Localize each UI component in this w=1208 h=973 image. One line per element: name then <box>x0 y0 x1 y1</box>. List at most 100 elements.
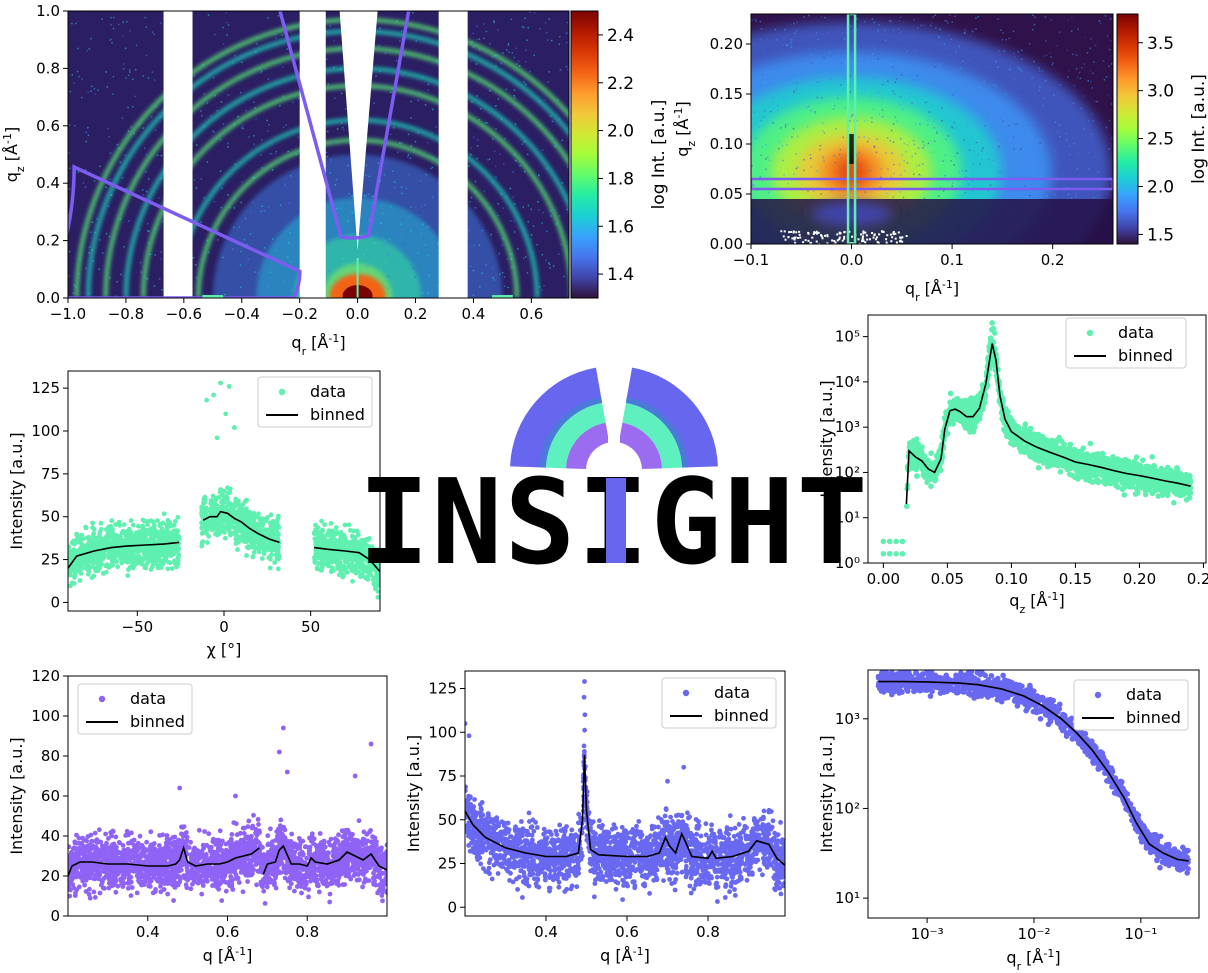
noise-pixel <box>967 183 969 186</box>
data-point <box>320 527 325 533</box>
noise-pixel <box>538 209 540 211</box>
noise-pixel <box>96 218 99 220</box>
noise-pixel <box>767 191 770 194</box>
noise-pixel <box>792 127 795 130</box>
noise-pixel <box>499 273 501 275</box>
noise-pixel <box>958 45 960 48</box>
noise-pixel <box>949 54 952 57</box>
noise-pixel <box>470 60 472 62</box>
y-tick-label: 0.2 <box>36 232 60 250</box>
noise-pixel <box>768 159 771 161</box>
noise-pixel <box>969 58 971 61</box>
data-point <box>128 518 134 523</box>
noise-pixel <box>497 29 499 31</box>
noise-pixel <box>144 276 146 279</box>
noise-pixel <box>208 72 210 74</box>
x-tick-label: 50 <box>301 618 320 636</box>
noise-pixel <box>793 22 795 25</box>
data-point <box>233 511 238 517</box>
noise-pixel <box>156 154 159 157</box>
noise-pixel <box>942 190 945 192</box>
masked-pixel <box>890 240 893 243</box>
noise-pixel <box>75 22 77 25</box>
noise-pixel <box>918 173 920 176</box>
noise-pixel <box>378 30 380 32</box>
noise-pixel <box>393 181 396 183</box>
noise-pixel <box>1012 136 1015 139</box>
noise-pixel <box>1076 76 1079 78</box>
y-tick-label: 75 <box>41 465 60 483</box>
noise-pixel <box>501 244 504 246</box>
noise-pixel <box>431 108 434 111</box>
noise-pixel <box>944 154 947 157</box>
noise-pixel <box>563 275 565 278</box>
masked-pixel <box>864 231 867 234</box>
data-point <box>276 556 282 562</box>
noise-pixel <box>494 54 496 57</box>
data-point <box>365 543 370 549</box>
data-point <box>83 545 88 550</box>
noise-pixel <box>784 80 787 83</box>
noise-pixel <box>542 211 545 214</box>
noise-pixel <box>934 66 936 68</box>
noise-pixel <box>1090 38 1092 40</box>
noise-pixel <box>108 277 111 279</box>
noise-pixel <box>391 87 394 90</box>
noise-pixel <box>872 77 875 79</box>
noise-pixel <box>78 75 80 78</box>
noise-pixel <box>964 32 966 35</box>
noise-pixel <box>380 222 383 224</box>
noise-pixel <box>373 252 375 255</box>
noise-pixel <box>222 26 224 29</box>
noise-pixel <box>949 14 951 16</box>
noise-pixel <box>331 142 334 144</box>
noise-pixel <box>73 82 75 84</box>
data-point <box>232 525 237 531</box>
noise-pixel <box>341 127 344 129</box>
y-tick-label: 1.0 <box>36 2 60 20</box>
noise-pixel <box>1058 124 1060 127</box>
noise-pixel <box>428 274 430 276</box>
noise-pixel <box>203 125 205 128</box>
noise-pixel <box>282 126 285 129</box>
noise-pixel <box>927 142 930 145</box>
masked-pixel <box>804 239 807 242</box>
noise-pixel <box>383 173 386 176</box>
data-point <box>90 533 96 539</box>
noise-pixel <box>1045 40 1047 42</box>
noise-pixel <box>812 190 815 193</box>
noise-pixel <box>946 20 948 22</box>
noise-pixel <box>1080 190 1083 193</box>
noise-pixel <box>855 154 858 156</box>
noise-pixel <box>1109 18 1112 20</box>
noise-pixel <box>812 36 814 39</box>
noise-pixel <box>1019 148 1022 150</box>
noise-pixel <box>901 65 904 67</box>
noise-pixel <box>1038 158 1041 161</box>
noise-pixel <box>159 116 162 118</box>
noise-pixel <box>195 153 197 156</box>
noise-pixel <box>995 61 997 63</box>
noise-pixel <box>221 187 223 189</box>
noise-pixel <box>336 128 339 130</box>
noise-pixel <box>893 93 896 95</box>
noise-pixel <box>934 27 937 29</box>
noise-pixel <box>138 229 141 231</box>
data-point <box>78 571 84 576</box>
masked-pixel <box>816 232 819 235</box>
noise-pixel <box>491 56 494 58</box>
noise-pixel <box>497 98 500 100</box>
noise-pixel <box>525 83 527 86</box>
noise-pixel <box>1013 52 1015 55</box>
data-point <box>214 435 220 441</box>
noise-pixel <box>796 88 798 91</box>
noise-pixel <box>383 244 386 246</box>
colorbar-tick-label: 1.8 <box>607 169 634 189</box>
noise-pixel <box>863 89 866 91</box>
noise-pixel <box>203 197 206 199</box>
noise-pixel <box>263 209 266 212</box>
noise-pixel <box>833 154 835 157</box>
noise-pixel <box>1071 17 1073 19</box>
masked-pixel <box>874 238 877 241</box>
noise-pixel <box>560 69 562 71</box>
